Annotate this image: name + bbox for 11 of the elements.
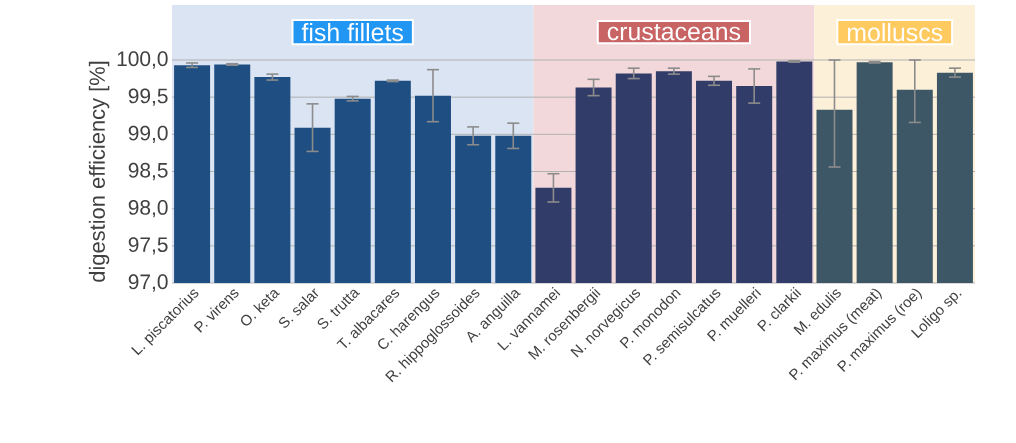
y-tick-label: 98,5: [128, 162, 168, 181]
y-axis-title: digestion efficiency [%]: [88, 61, 110, 282]
band-label: fish fillets: [301, 22, 403, 42]
band-label: molluscs: [847, 22, 943, 42]
y-tick-label: 99,0: [128, 125, 168, 143]
y-tick-label: 99,5: [128, 88, 168, 106]
y-tick-label: 97,5: [128, 237, 168, 255]
y-tick-label: 98,0: [128, 200, 168, 218]
y-tick-label: 100,0: [117, 51, 168, 69]
x-tick-label: O. keta: [241, 289, 280, 326]
band-label: crustaceans: [607, 23, 741, 41]
